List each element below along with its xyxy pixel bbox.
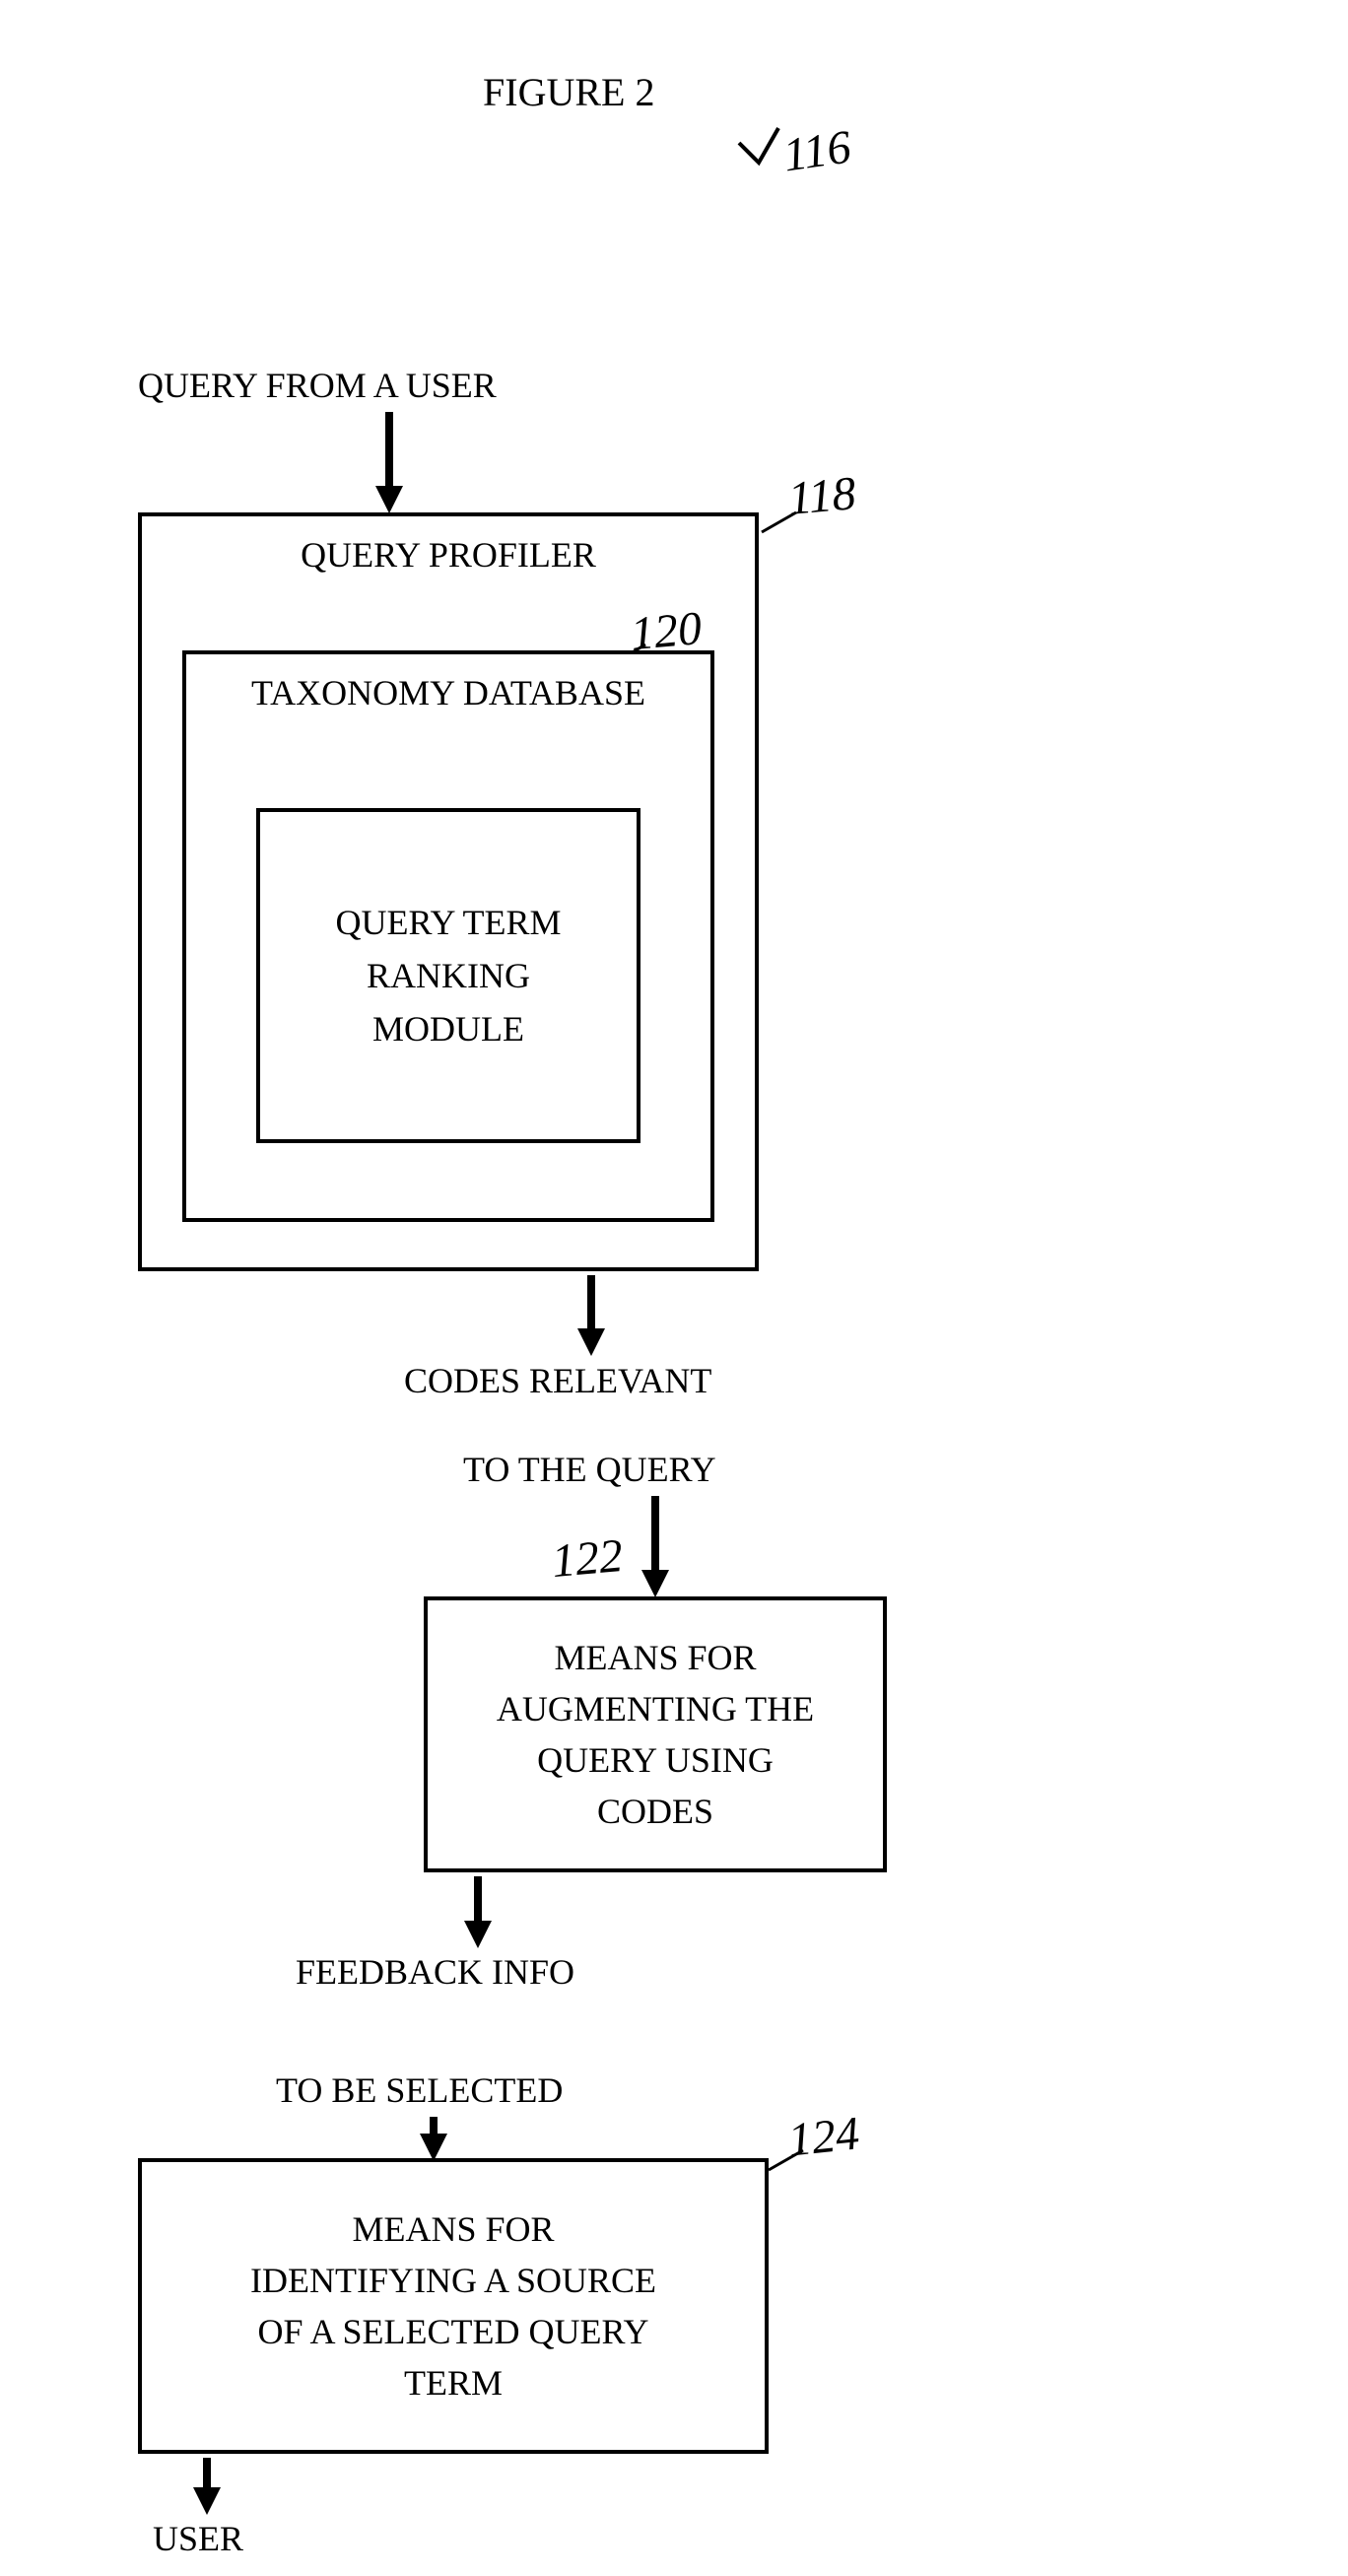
arrow-profiler-to-codes-line [587, 1275, 595, 1334]
feedback-info-label: FEEDBACK INFO [296, 1951, 574, 1994]
query-profiler-label: QUERY PROFILER [301, 534, 596, 576]
ref-118-tick [757, 508, 806, 537]
to-the-query-label: TO THE QUERY [463, 1449, 716, 1491]
arrow-query-to-profiler-line [385, 412, 393, 491]
arrow-aug-to-feedback-head [464, 1921, 492, 1948]
arrow-profiler-to-codes-head2 [577, 1328, 605, 1356]
ref-116: 116 [779, 119, 854, 185]
user-label: USER [153, 2518, 243, 2560]
augmenting-label: MEANS FOR AUGMENTING THE QUERY USING COD… [497, 1632, 814, 1838]
identifying-box: MEANS FOR IDENTIFYING A SOURCE OF A SELE… [138, 2158, 769, 2454]
ranking-module-label: QUERY TERM RANKING MODULE [335, 896, 561, 1055]
identifying-label: MEANS FOR IDENTIFYING A SOURCE OF A SELE… [250, 2203, 656, 2409]
ranking-module-box: QUERY TERM RANKING MODULE [256, 808, 640, 1143]
arrow-codes-to-aug-line [651, 1496, 659, 1575]
arrow-feedback-to-id-head2 [420, 2134, 447, 2161]
arrow-codes-to-aug-head [641, 1570, 669, 1597]
taxonomy-database-label: TAXONOMY DATABASE [251, 672, 645, 713]
query-from-user-label: QUERY FROM A USER [138, 365, 497, 407]
ref-124-tick [764, 2148, 813, 2178]
ref-122: 122 [550, 1527, 626, 1591]
augmenting-box: MEANS FOR AUGMENTING THE QUERY USING COD… [424, 1596, 887, 1872]
ref-116-tick [729, 123, 788, 182]
arrow-aug-to-feedback-line [474, 1876, 482, 1926]
arrow-id-to-user-head [193, 2487, 221, 2515]
figure-title: FIGURE 2 [483, 69, 654, 116]
arrow-query-to-profiler-head [375, 486, 403, 513]
codes-relevant-label: CODES RELEVANT [404, 1360, 711, 1402]
to-be-selected-label: TO BE SELECTED [276, 2069, 563, 2112]
